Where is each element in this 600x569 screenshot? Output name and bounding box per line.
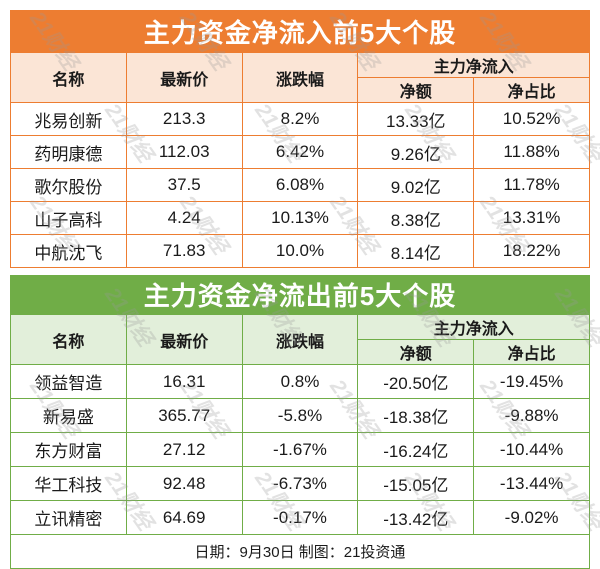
section-divider xyxy=(10,268,590,275)
stock-name-cell: 东方财富 xyxy=(10,432,127,467)
change-cell: -0.17% xyxy=(241,500,359,535)
stock-name-cell: 中航沈飞 xyxy=(10,234,127,268)
price-cell: 213.3 xyxy=(125,102,243,136)
price-cell: 27.12 xyxy=(125,432,243,467)
header-name: 名称 xyxy=(10,52,127,103)
table-row: 中航沈飞 71.83 10.0% 8.14亿 18.22% xyxy=(10,234,590,268)
net-amount-cell: 8.14亿 xyxy=(357,234,475,268)
net-amount-cell: 9.02亿 xyxy=(357,168,475,202)
header-change: 涨跌幅 xyxy=(241,52,359,103)
infographic-sheet: 主力资金净流入前5大个股 名称 最新价 涨跌幅 主力净流入 净额 净占比 兆易创… xyxy=(10,10,590,569)
table-row: 东方财富 27.12 -1.67% -16.24亿 -10.44% xyxy=(10,432,590,467)
header-main-net-flow-group: 主力净流入 xyxy=(357,52,590,78)
net-ratio-cell: 18.22% xyxy=(473,234,590,268)
stock-name-cell: 新易盛 xyxy=(10,398,127,433)
stock-name-cell: 歌尔股份 xyxy=(10,168,127,202)
change-cell: 8.2% xyxy=(241,102,359,136)
header-name: 名称 xyxy=(10,314,127,365)
net-ratio-cell: -13.44% xyxy=(473,466,590,501)
inflow-section-title: 主力资金净流入前5大个股 xyxy=(10,10,590,52)
change-cell: 10.0% xyxy=(241,234,359,268)
net-amount-cell: -13.42亿 xyxy=(357,500,475,535)
stock-name-cell: 立讯精密 xyxy=(10,500,127,535)
net-amount-cell: -16.24亿 xyxy=(357,432,475,467)
table-row: 新易盛 365.77 -5.8% -18.38亿 -9.88% xyxy=(10,398,590,433)
header-change: 涨跌幅 xyxy=(241,314,359,365)
change-cell: -5.8% xyxy=(241,398,359,433)
change-cell: 10.13% xyxy=(241,201,359,235)
price-cell: 365.77 xyxy=(125,398,243,433)
outflow-title-text: 主力资金净流出前5大个股 xyxy=(143,281,457,311)
net-amount-cell: -18.38亿 xyxy=(357,398,475,433)
change-cell: 0.8% xyxy=(241,364,359,399)
outflow-header-row-1: 名称 最新价 涨跌幅 主力净流入 xyxy=(10,314,590,365)
price-cell: 64.69 xyxy=(125,500,243,535)
stock-name-cell: 山子高科 xyxy=(10,201,127,235)
header-price: 最新价 xyxy=(125,314,243,365)
table-row: 华工科技 92.48 -6.73% -15.05亿 -13.44% xyxy=(10,466,590,501)
stock-name-cell: 领益智造 xyxy=(10,364,127,399)
net-ratio-cell: -19.45% xyxy=(473,364,590,399)
net-ratio-cell: -9.02% xyxy=(473,500,590,535)
table-row: 领益智造 16.31 0.8% -20.50亿 -19.45% xyxy=(10,364,590,399)
outflow-section-title: 主力资金净流出前5大个股 xyxy=(10,275,590,314)
net-amount-cell: -15.05亿 xyxy=(357,466,475,501)
outflow-table: 名称 最新价 涨跌幅 主力净流入 净额 净占比 领益智造 16.31 0.8% … xyxy=(10,314,590,569)
net-ratio-cell: 10.52% xyxy=(473,102,590,136)
change-cell: 6.08% xyxy=(241,168,359,202)
table-row: 药明康德 112.03 6.42% 9.26亿 11.88% xyxy=(10,135,590,169)
net-ratio-cell: -9.88% xyxy=(473,398,590,433)
net-ratio-cell: 13.31% xyxy=(473,201,590,235)
net-amount-cell: -20.50亿 xyxy=(357,364,475,399)
stock-name-cell: 药明康德 xyxy=(10,135,127,169)
net-amount-cell: 8.38亿 xyxy=(357,201,475,235)
price-cell: 37.5 xyxy=(125,168,243,202)
header-price: 最新价 xyxy=(125,52,243,103)
price-cell: 71.83 xyxy=(125,234,243,268)
net-ratio-cell: 11.88% xyxy=(473,135,590,169)
price-cell: 92.48 xyxy=(125,466,243,501)
change-cell: 6.42% xyxy=(241,135,359,169)
net-amount-cell: 9.26亿 xyxy=(357,135,475,169)
price-cell: 112.03 xyxy=(125,135,243,169)
stock-name-cell: 兆易创新 xyxy=(10,102,127,136)
change-cell: -6.73% xyxy=(241,466,359,501)
net-ratio-cell: 11.78% xyxy=(473,168,590,202)
stock-name-cell: 华工科技 xyxy=(10,466,127,501)
price-cell: 16.31 xyxy=(125,364,243,399)
inflow-table: 名称 最新价 涨跌幅 主力净流入 净额 净占比 兆易创新 213.3 8.2% … xyxy=(10,52,590,268)
header-net-amount: 净额 xyxy=(357,77,475,103)
inflow-title-text: 主力资金净流入前5大个股 xyxy=(143,17,457,48)
price-cell: 4.24 xyxy=(125,201,243,235)
table-row: 山子高科 4.24 10.13% 8.38亿 13.31% xyxy=(10,201,590,235)
header-main-net-flow-group: 主力净流入 xyxy=(357,314,590,340)
table-row: 立讯精密 64.69 -0.17% -13.42亿 -9.02% xyxy=(10,500,590,535)
change-cell: -1.67% xyxy=(241,432,359,467)
header-net-ratio: 净占比 xyxy=(473,339,590,365)
table-row: 歌尔股份 37.5 6.08% 9.02亿 11.78% xyxy=(10,168,590,202)
net-ratio-cell: -10.44% xyxy=(473,432,590,467)
inflow-header-row-2: 净额 净占比 xyxy=(11,77,590,103)
inflow-header-row-1: 名称 最新价 涨跌幅 主力净流入 xyxy=(10,52,590,103)
net-amount-cell: 13.33亿 xyxy=(357,102,475,136)
header-net-amount: 净额 xyxy=(357,339,475,365)
header-net-ratio: 净占比 xyxy=(473,77,590,103)
footer-row: 日期：9月30日 制图：21投资通 xyxy=(10,534,590,569)
footer-credit-text: 日期：9月30日 制图：21投资通 xyxy=(10,534,590,569)
table-row: 兆易创新 213.3 8.2% 13.33亿 10.52% xyxy=(10,102,590,136)
